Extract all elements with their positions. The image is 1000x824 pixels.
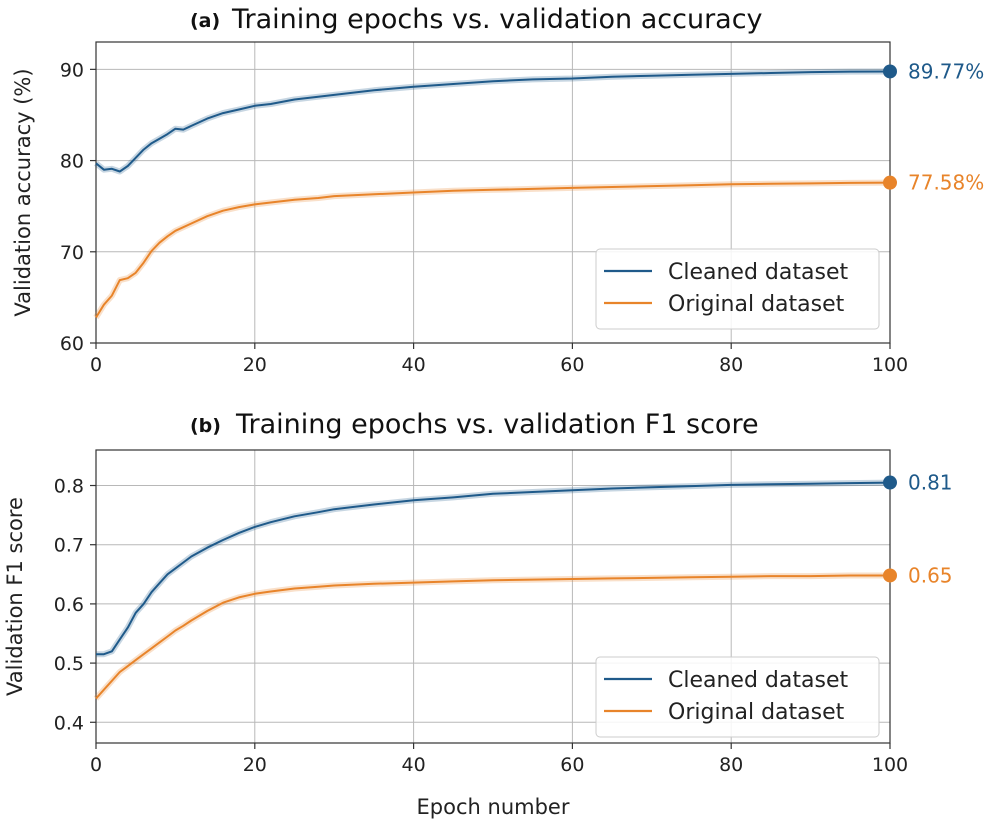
y-tick-label: 60 (60, 333, 84, 355)
x-tick-label: 0 (90, 354, 102, 376)
x-tick-label: 100 (872, 754, 908, 776)
series-band-cleaned (96, 479, 891, 658)
panel-tag: (b) (190, 415, 221, 437)
y-axis-label: Validation accuracy (%) (11, 68, 35, 316)
x-tick-label: 40 (402, 754, 426, 776)
y-tick-label: 0.7 (54, 535, 84, 557)
legend: Cleaned dataset Original dataset (595, 656, 880, 738)
plot-frame (95, 41, 891, 344)
series-line-cleaned (96, 481, 891, 656)
x-tick-label: 80 (719, 354, 743, 376)
series-line-original (95, 181, 891, 319)
x-tick-label: 20 (243, 354, 267, 376)
endpoint-label-original: 0.65 (908, 563, 953, 587)
y-tick-label: 0.8 (54, 476, 84, 498)
legend-label-cleaned: Cleaned dataset (668, 260, 848, 285)
endpoint-label-cleaned: 89.77% (908, 59, 984, 83)
y-tick-label: 80 (60, 151, 84, 173)
chart-title: Training epochs vs. validation accuracy (231, 4, 763, 35)
y-tick-label: 70 (60, 242, 84, 264)
y-axis-label: Validation F1 score (3, 497, 27, 696)
panel-tag: (a) (190, 10, 220, 32)
endpoint-label-cleaned: 0.81 (908, 471, 953, 495)
endpoint-marker-cleaned (883, 475, 897, 490)
x-tick-label: 60 (560, 354, 584, 376)
legend-box (595, 656, 880, 738)
x-tick-label: 20 (243, 754, 267, 776)
endpoint-label-original: 77.58% (908, 171, 984, 195)
endpoint-marker-cleaned (883, 64, 897, 79)
x-axis-label: Epoch number (417, 795, 570, 819)
chart-panel-a: (a) Training epochs vs. validation accura… (11, 4, 984, 376)
x-tick-label: 40 (402, 354, 426, 376)
x-tick-label: 80 (719, 754, 743, 776)
endpoint-marker-original (883, 568, 897, 583)
y-tick-label: 0.5 (54, 653, 84, 675)
legend-label-original: Original dataset (668, 292, 845, 317)
legend-label-cleaned: Cleaned dataset (668, 668, 848, 693)
series-line-original (95, 574, 890, 700)
series-band-cleaned (94, 68, 891, 175)
endpoint-marker-original (883, 175, 897, 190)
legend: Cleaned dataset Original dataset (595, 248, 880, 330)
y-tick-label: 0.4 (54, 712, 84, 734)
y-tick-label: 0.6 (54, 594, 84, 616)
legend-label-original: Original dataset (668, 700, 845, 725)
chart-panel-b: (b) Training epochs vs. validation F1 sco… (3, 409, 953, 819)
chart-title: Training epochs vs. validation F1 score (235, 409, 759, 440)
x-tick-label: 100 (872, 354, 908, 376)
y-tick-label: 90 (60, 59, 84, 81)
x-tick-label: 0 (90, 754, 102, 776)
legend-box (595, 248, 880, 330)
x-tick-label: 60 (560, 754, 584, 776)
plot-frame (95, 449, 891, 744)
series-line-cleaned (95, 70, 891, 173)
